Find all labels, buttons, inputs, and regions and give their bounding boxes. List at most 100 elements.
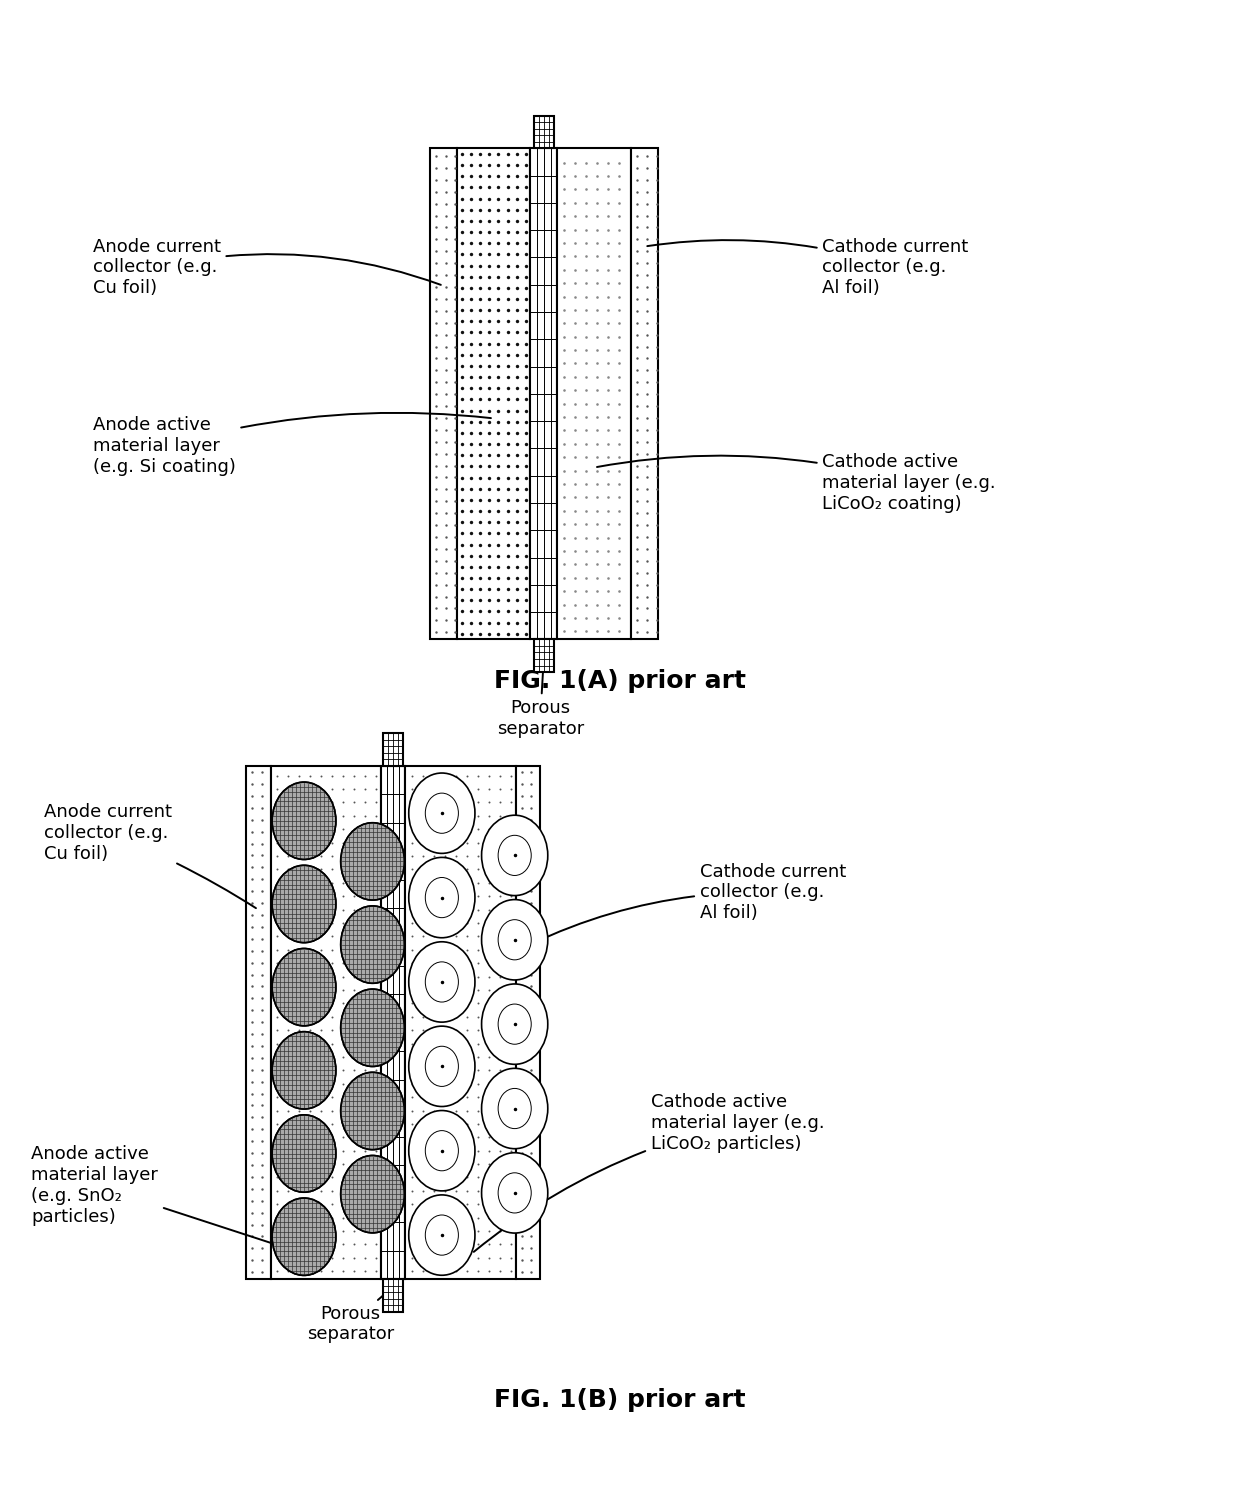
Point [451,320,471,344]
Point [469,1152,489,1176]
Point [435,991,455,1015]
Point [490,1245,510,1269]
Point [289,858,309,882]
Point [516,297,536,321]
Point [345,912,365,936]
Point [554,311,574,335]
Point [300,1084,320,1108]
Point [522,1045,542,1069]
Point [554,593,574,617]
Point [599,499,619,523]
Point [507,153,527,177]
Point [322,978,342,1002]
Point [565,433,585,457]
Point [289,1032,309,1056]
Point [289,1111,309,1136]
Point [242,1021,262,1045]
Point [489,320,508,344]
Point [609,338,629,362]
Point [599,231,619,255]
Point [609,605,629,629]
Point [599,177,619,201]
Point [554,539,574,563]
Point [458,964,477,988]
Point [470,354,490,379]
Point [311,1018,331,1042]
Point [609,164,629,188]
Point [599,419,619,443]
Point [435,1259,455,1283]
Point [480,924,500,948]
Point [345,1045,365,1069]
Point [425,536,445,560]
Point [637,394,657,418]
Point [490,1111,510,1136]
Point [646,430,666,454]
Point [599,258,619,282]
Point [627,430,647,454]
Point [501,924,521,948]
Point [516,433,536,457]
Point [458,978,477,1002]
Point [334,858,353,882]
Point [356,777,376,801]
Point [577,284,596,308]
Point [588,245,608,269]
Point [637,514,657,538]
Point [402,844,422,868]
Point [599,164,619,188]
Point [637,526,657,550]
Point [469,978,489,1002]
Point [446,804,466,828]
Point [435,156,455,180]
Point [522,820,542,844]
Point [507,410,527,434]
Point [334,964,353,988]
Point [479,198,498,222]
Point [516,410,536,434]
Point [646,311,666,335]
Point [480,1220,500,1244]
Point [446,844,466,868]
Point [435,215,455,239]
Point [461,433,481,457]
Point [242,927,262,951]
Point [242,1105,262,1130]
Point [507,433,527,457]
Point [469,1139,489,1163]
Point [445,359,465,383]
Point [311,1193,331,1217]
Point [322,804,342,828]
Point [565,593,585,617]
Point [445,168,465,192]
Point [424,871,444,895]
Point [322,858,342,882]
Point [497,521,517,545]
Point [627,251,647,275]
Point [334,1018,353,1042]
Point [507,466,527,490]
Point [367,924,387,948]
Point [425,227,445,251]
Point [402,763,422,787]
Point [445,502,465,526]
Point [522,1200,542,1224]
Point [435,168,455,192]
Point [402,885,422,909]
Point [334,1005,353,1029]
Point [599,539,619,563]
Point [501,1059,521,1083]
Point [469,777,489,801]
Point [490,1206,510,1230]
Point [609,526,629,550]
Point [268,1111,288,1136]
Point [497,611,517,635]
Point [577,379,596,403]
Point [516,533,536,557]
Point [451,611,471,635]
Point [637,227,657,251]
Point [402,1259,422,1283]
Point [461,511,481,535]
Point [311,1220,331,1244]
Point [516,254,536,278]
